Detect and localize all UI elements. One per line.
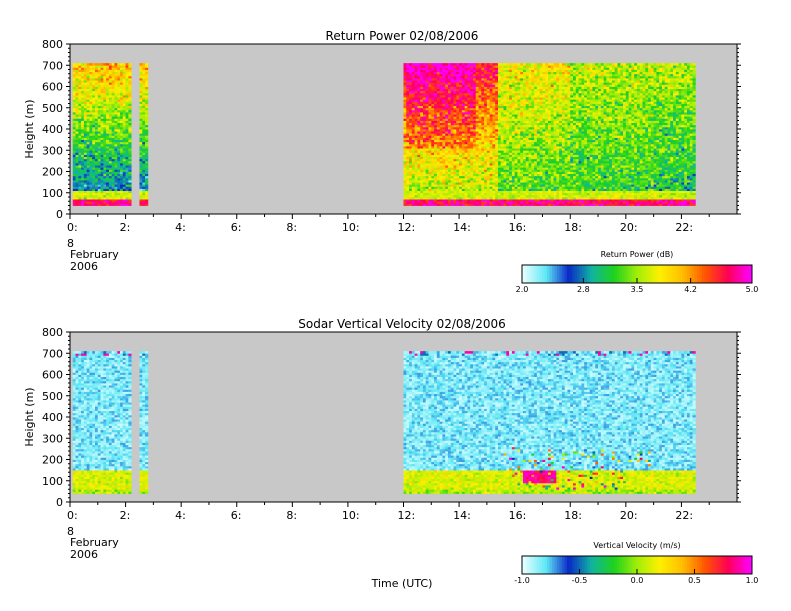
heatmap-cell xyxy=(534,63,537,66)
heatmap-cell xyxy=(501,63,504,66)
heatmap-cell xyxy=(520,63,523,66)
heatmap-cell xyxy=(431,63,434,66)
heatmap-cell xyxy=(409,63,412,66)
heatmap-cell xyxy=(529,63,532,66)
heatmap-cell xyxy=(442,63,445,66)
heatmap-cell xyxy=(415,63,418,66)
heatmap-cell xyxy=(87,63,90,66)
heatmap-cell xyxy=(506,63,509,66)
heatmap-cell xyxy=(470,63,473,66)
heatmap-cell xyxy=(92,63,95,66)
heatmap-cell xyxy=(417,63,420,66)
heatmap-cell xyxy=(515,63,518,66)
heatmap-cell xyxy=(429,63,432,66)
heatmap-cell xyxy=(509,63,512,66)
heatmap-cell xyxy=(492,63,495,66)
heatmap-cell xyxy=(454,63,457,66)
heatmap-cell xyxy=(451,63,454,66)
heatmap-cell xyxy=(114,63,117,66)
heatmap-cell xyxy=(459,63,462,66)
heatmap-cell xyxy=(456,63,459,66)
heatmap-cell xyxy=(434,63,437,66)
heatmap-cell xyxy=(540,63,543,66)
heatmap-cell xyxy=(406,63,409,66)
heatmap-cell xyxy=(465,63,468,66)
heatmap-cell xyxy=(103,63,106,66)
heatmap-cell xyxy=(142,63,145,66)
heatmap-cell xyxy=(89,63,92,66)
return-power-panel: Return Power 02/08/2006 0100200300400500… xyxy=(23,29,758,294)
heatmap-cell xyxy=(120,63,123,66)
heatmap-cell xyxy=(523,63,526,66)
heatmap-cell xyxy=(526,63,529,66)
heatmap-cell xyxy=(76,63,79,66)
heatmap-cell xyxy=(126,63,129,66)
heatmap-cell xyxy=(537,63,540,66)
heatmap-cell xyxy=(481,63,484,66)
heatmap-cell xyxy=(495,63,498,66)
heatmap-cell xyxy=(106,63,109,66)
heatmap-cell xyxy=(448,63,451,66)
heatmap-cell xyxy=(139,63,142,66)
heatmap-cell xyxy=(145,63,148,66)
heatmap-cell xyxy=(473,63,476,66)
heatmap-cell xyxy=(112,63,115,66)
heatmap-cell xyxy=(123,63,126,66)
heatmap-cell xyxy=(498,63,501,66)
heatmap-cell xyxy=(117,63,120,66)
heatmap-cell xyxy=(420,63,423,66)
heatmap-cell xyxy=(423,63,426,66)
heatmap-cell xyxy=(404,63,407,66)
heatmap-cell xyxy=(504,63,507,66)
heatmap-cell xyxy=(531,63,534,66)
heatmap-cell xyxy=(95,63,98,66)
heatmap-cell xyxy=(512,63,515,66)
heatmap-cell xyxy=(426,63,429,66)
heatmap-cell xyxy=(479,63,482,66)
heatmap-cell xyxy=(109,63,112,66)
chart-title: Return Power 02/08/2006 xyxy=(326,29,479,43)
heatmap-cell xyxy=(490,63,493,66)
heatmap-cell xyxy=(98,63,101,66)
heatmap-cell xyxy=(81,63,84,66)
heatmap-cell xyxy=(437,63,440,66)
heatmap-cell xyxy=(487,63,490,66)
heatmap-cell xyxy=(128,63,131,66)
heatmap-cell xyxy=(517,63,520,66)
heatmap-cell xyxy=(84,63,87,66)
heatmap-cell xyxy=(467,63,470,66)
heatmap-cell xyxy=(476,63,479,66)
heatmap-cell xyxy=(101,63,104,66)
heatmap-cell xyxy=(462,63,465,66)
heatmap-cell xyxy=(440,63,443,66)
heatmap-cell xyxy=(78,63,81,66)
heatmap-cell xyxy=(412,63,415,66)
heatmap-cell xyxy=(73,63,76,66)
heatmap-cell xyxy=(484,63,487,66)
heatmap-cell xyxy=(445,63,448,66)
